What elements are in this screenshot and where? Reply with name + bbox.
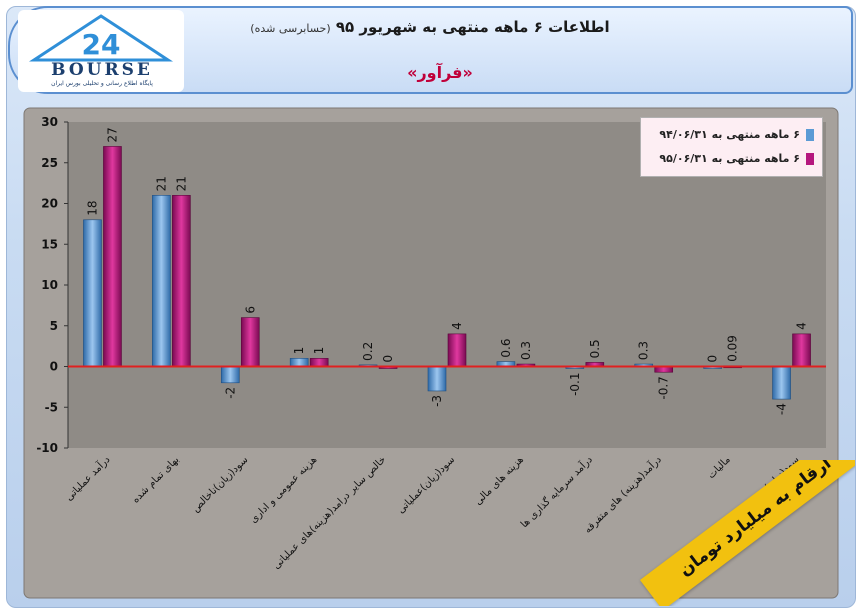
legend-label-series-2: ۶ ماهه منتهی به ۹۵/۰۶/۳۱ <box>659 152 800 165</box>
bar-series-1 <box>152 195 171 367</box>
company-name: «فرآور» <box>407 63 473 82</box>
data-label-series-2: 6 <box>243 306 257 314</box>
data-label-series-2: 21 <box>174 176 188 191</box>
data-label-series-1: 0 <box>706 355 720 363</box>
data-label-series-1: 0.3 <box>637 341 651 360</box>
data-label-series-2: 0.3 <box>519 341 533 360</box>
data-label-series-1: -4 <box>775 403 789 415</box>
bar-series-1 <box>220 366 240 384</box>
legend: ۶ ماهه منتهی به ۹۴/۰۶/۳۱ ۶ ماهه منتهی به… <box>640 117 823 177</box>
bar-series-2 <box>792 333 811 367</box>
bar-series-1 <box>772 366 791 400</box>
data-label-series-1: -0.1 <box>568 373 582 396</box>
bar-series-1 <box>83 219 102 367</box>
y-tick-label: 10 <box>41 278 58 292</box>
bar-series-1 <box>427 366 447 392</box>
units-banner: ارقام به میلیارد تومان <box>640 460 855 606</box>
data-label-series-1: 1 <box>292 347 306 355</box>
bourse-logo: 24 <box>18 10 184 92</box>
data-label-series-1: -2 <box>223 387 237 399</box>
svg-text:24: 24 <box>82 28 121 61</box>
data-label-series-2: -0.7 <box>657 376 671 399</box>
data-label-series-1: 0.6 <box>499 339 513 358</box>
y-tick-label: 25 <box>41 156 58 170</box>
data-label-series-2: 0 <box>381 355 395 363</box>
legend-label-series-1: ۶ ماهه منتهی به ۹۴/۰۶/۳۱ <box>659 128 800 141</box>
legend-swatch-series-2 <box>806 152 814 165</box>
y-tick-label: 5 <box>50 319 58 333</box>
y-tick-label: 20 <box>41 197 58 211</box>
logo-mark-icon: 24 <box>28 14 174 62</box>
data-label-series-1: -3 <box>430 395 444 407</box>
data-label-series-1: 0.2 <box>361 342 375 361</box>
y-tick-label: 30 <box>41 115 58 129</box>
data-label-series-2: 4 <box>795 322 809 330</box>
data-label-series-2: 4 <box>450 322 464 330</box>
bar-series-1 <box>289 358 309 367</box>
data-label-series-2: 0.5 <box>588 339 602 358</box>
y-tick-label: -10 <box>36 441 58 455</box>
bar-series-2 <box>447 333 467 367</box>
y-tick-label: 15 <box>41 237 58 251</box>
bar-series-2 <box>103 146 122 367</box>
bar-series-2 <box>240 317 260 367</box>
y-tick-label: -5 <box>45 400 58 414</box>
data-label-series-2: 0.09 <box>726 335 740 362</box>
legend-item-series-1: ۶ ماهه منتهی به ۹۴/۰۶/۳۱ <box>659 128 814 141</box>
data-label-series-2: 27 <box>105 127 119 142</box>
legend-swatch-series-1 <box>806 128 814 141</box>
bar-series-2 <box>309 358 329 367</box>
y-tick-label: 0 <box>50 360 58 374</box>
banner-clip: ارقام به میلیارد تومان <box>630 460 855 606</box>
logo-text: BOURSE <box>51 60 153 80</box>
legend-item-series-2: ۶ ماهه منتهی به ۹۵/۰۶/۳۱ <box>659 152 814 165</box>
chart-title: اطلاعات ۶ ماهه منتهی به شهریور ۹۵ (حسابر… <box>220 18 640 36</box>
data-label-series-1: 18 <box>85 201 99 216</box>
data-label-series-2: 1 <box>312 347 326 355</box>
data-label-series-1: 21 <box>154 176 168 191</box>
logo-subtitle: پایگاه اطلاع رسانی و تحلیلی بورس ایران <box>51 80 153 87</box>
title-main: اطلاعات ۶ ماهه منتهی به شهریور ۹۵ <box>335 18 610 36</box>
bar-series-2 <box>172 195 191 367</box>
title-note: (حسابرسی شده) <box>250 22 331 35</box>
